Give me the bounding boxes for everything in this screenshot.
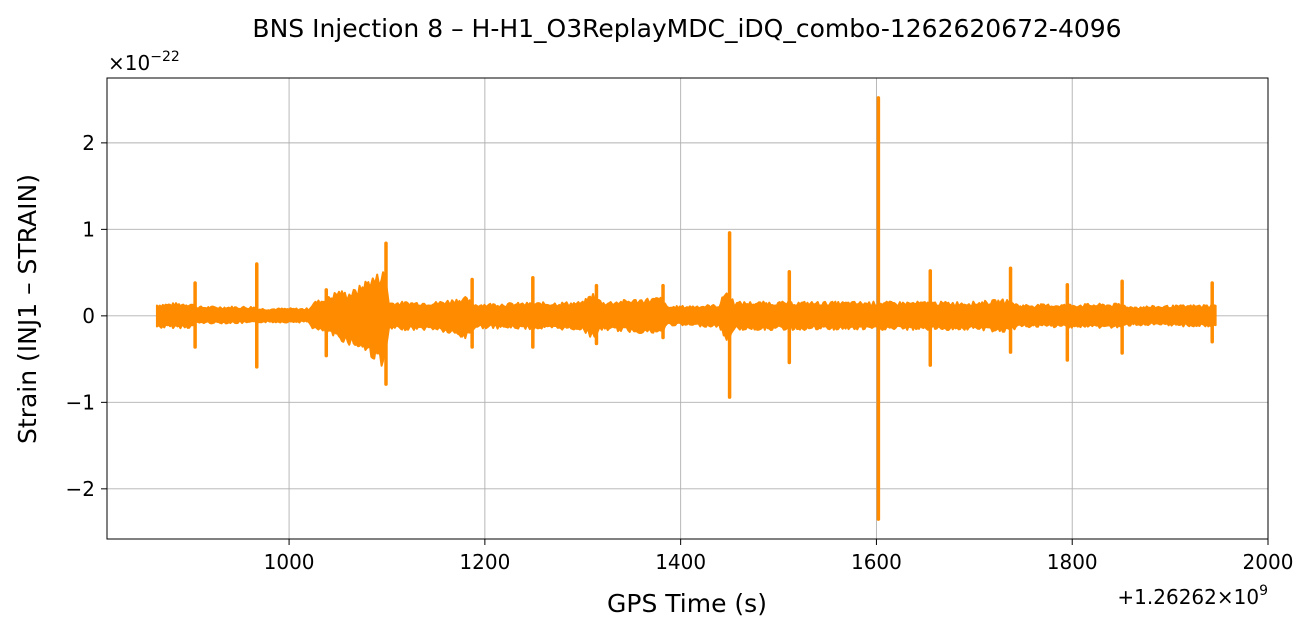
strain-envelope xyxy=(155,271,1217,367)
y-axis-label: Strain (INJ1 – STRAIN) xyxy=(13,174,42,444)
y-tick-label: 1 xyxy=(82,217,95,241)
x-tick-label: 2000 xyxy=(1243,550,1294,574)
strain-series xyxy=(155,96,1217,521)
y-tick-label: −1 xyxy=(66,390,95,414)
x-tick-label: 1800 xyxy=(1047,550,1098,574)
x-axis-label: GPS Time (s) xyxy=(607,589,767,618)
y-tick-label: 0 xyxy=(82,304,95,328)
x-tick-label: 1000 xyxy=(264,550,315,574)
axis-ticks: 1000 1200 1400 1600 1800 2000 −2 −1 0 1 2 xyxy=(66,131,1294,574)
x-tick-label: 1400 xyxy=(655,550,706,574)
y-tick-label: −2 xyxy=(66,477,95,501)
x-offset-label: +1.26262×109 xyxy=(1117,583,1268,609)
plot-frame xyxy=(106,77,1269,540)
x-tick-label: 1200 xyxy=(459,550,510,574)
chart-title: BNS Injection 8 – H-H1_O3ReplayMDC_iDQ_c… xyxy=(252,14,1121,43)
x-tick-label: 1600 xyxy=(851,550,902,574)
y-scale-factor: ×10−22 xyxy=(108,49,180,75)
y-tick-label: 2 xyxy=(82,131,95,155)
